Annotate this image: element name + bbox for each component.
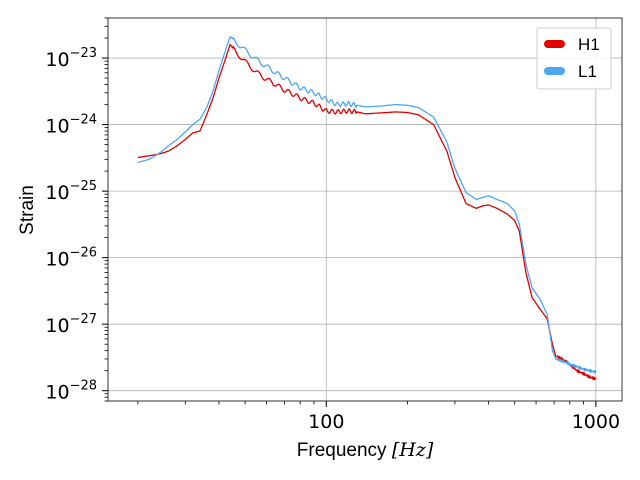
y-tick-label: 10−25 (45, 179, 97, 204)
y-tick-label: 10−28 (45, 379, 97, 404)
legend-label-h1: H1 (578, 35, 600, 54)
y-axis-label: Strain (17, 185, 38, 235)
legend-label-l1: L1 (578, 62, 597, 81)
tick-labels: 100 1000 10−28 10−27 10−26 10−25 10−24 10−23 (45, 46, 620, 433)
plot-area-frame (107, 17, 623, 402)
y-tick-label: 10−26 (45, 246, 97, 271)
x-tick-label: 100 (308, 411, 344, 433)
legend-box (536, 27, 612, 90)
y-tick-label: 10−24 (45, 113, 97, 138)
y-tick-label: 10−27 (45, 312, 97, 337)
series-line-h1 (137, 43, 597, 381)
series-line-l1 (137, 35, 597, 374)
x-tick-label: 1000 (572, 411, 620, 433)
axis-ticks (102, 17, 597, 407)
x-axis-label: Frequency [Hz] (297, 439, 434, 461)
y-tick-label: 10−23 (45, 46, 97, 71)
data-series (137, 35, 597, 381)
